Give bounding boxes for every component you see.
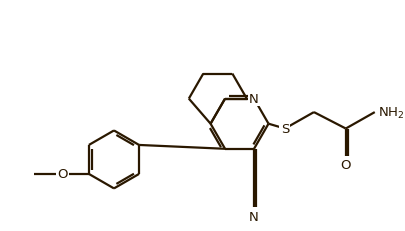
Text: N: N — [249, 210, 258, 223]
Text: S: S — [280, 122, 288, 135]
Text: NH$_2$: NH$_2$ — [377, 105, 403, 120]
Text: N: N — [249, 93, 258, 106]
Text: O: O — [58, 168, 68, 181]
Text: O: O — [340, 159, 350, 172]
